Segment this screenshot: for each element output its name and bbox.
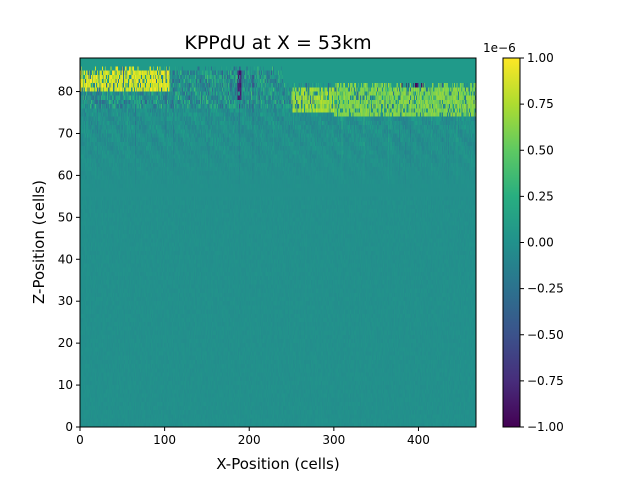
x-tick-label: 400 [407, 433, 430, 447]
colorbar-tick-label: 0.75 [527, 97, 554, 111]
colorbar-tick-label: −0.50 [527, 328, 564, 342]
y-tick-label: 80 [58, 85, 73, 99]
plot-frame [79, 57, 477, 428]
x-tick-label: 200 [238, 433, 261, 447]
colorbar: 1e−6 −1.00 −0.75 −0.50 −0.25 0.00 0.25 0.50 0.7… [483, 41, 564, 434]
colorbar-tick-label: 1.00 [527, 51, 554, 65]
x-axis: 0 100 200 300 400 [76, 427, 430, 447]
y-tick-label: 20 [58, 336, 73, 350]
x-axis-label: X-Position (cells) [216, 455, 339, 473]
y-tick-label: 50 [58, 210, 73, 224]
y-tick-label: 0 [65, 420, 73, 434]
plot-area [79, 57, 477, 428]
y-axis-label: Z-Position (cells) [30, 180, 48, 304]
chart-title: KPPdU at X = 53km [184, 32, 371, 54]
colorbar-scale-label: 1e−6 [483, 41, 516, 55]
x-tick-label: 100 [153, 433, 176, 447]
colorbar-tick-label: −0.25 [527, 282, 564, 296]
y-tick-label: 40 [58, 252, 73, 266]
y-tick-label: 60 [58, 168, 73, 182]
colorbar-tick-label: 0.00 [527, 236, 554, 250]
y-tick-label: 70 [58, 126, 73, 140]
y-tick-label: 10 [58, 378, 73, 392]
x-tick-label: 300 [322, 433, 345, 447]
x-tick-label: 0 [76, 433, 84, 447]
colorbar-gradient [502, 57, 521, 428]
heatmap-image [80, 58, 476, 427]
colorbar-tick-label: −1.00 [527, 420, 564, 434]
colorbar-tick-label: 0.50 [527, 143, 554, 157]
colorbar-tick-label: 0.25 [527, 189, 554, 203]
y-tick-label: 30 [58, 294, 73, 308]
colorbar-tick-label: −0.75 [527, 374, 564, 388]
colorbar-ticks: −1.00 −0.75 −0.50 −0.25 0.00 0.25 0.50 0.75 1.00 [520, 51, 564, 434]
y-axis: 0 10 20 30 40 50 60 70 80 [58, 85, 80, 434]
